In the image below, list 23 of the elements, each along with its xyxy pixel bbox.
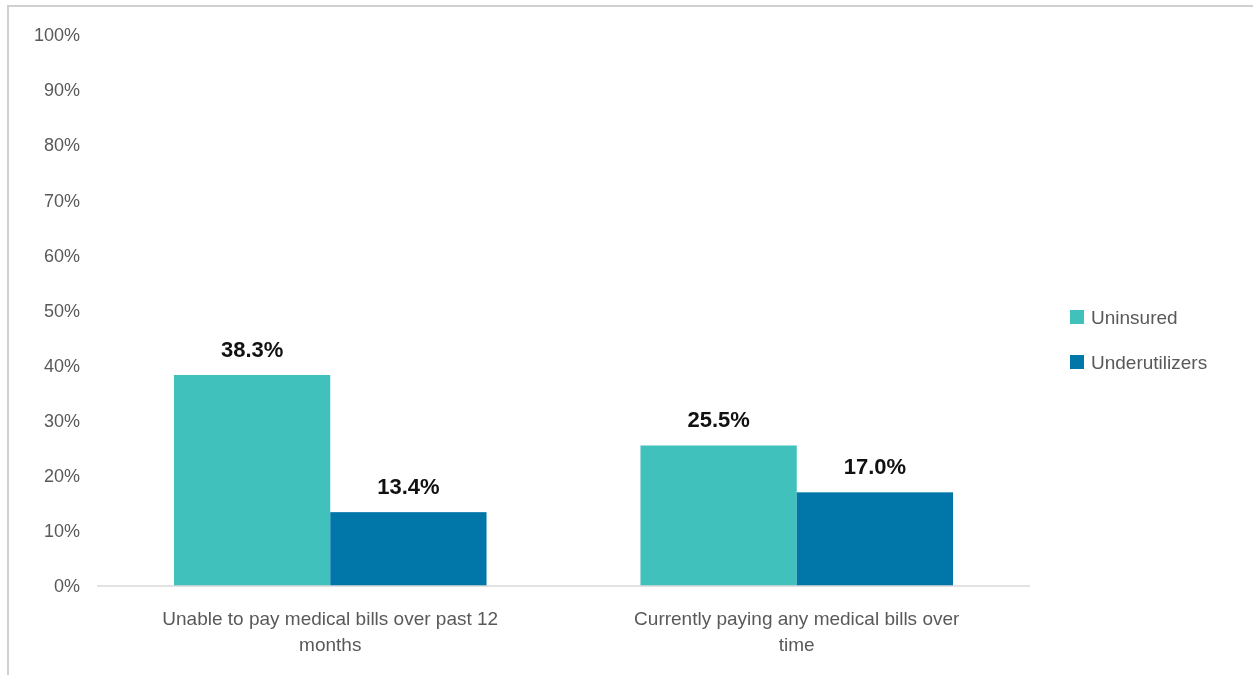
text: 25.5% [687,407,750,433]
y-tick-label: 40% [43,355,80,376]
y-tick-label: 10% [43,521,80,542]
x-tick-label: Unable to pay medical bills over past 12 months [162,608,499,655]
y-tick-label: 50% [43,300,80,321]
legend-label: Uninsured [1091,307,1178,328]
bar [640,445,797,586]
y-tick-label: 20% [43,466,80,487]
legend-label: Underutilizers [1091,352,1208,373]
y-tick-label: 60% [43,245,80,266]
bar [330,512,487,586]
y-tick-label: 100% [33,25,80,46]
y-tick-label: 70% [43,190,80,211]
y-tick-label: 0% [53,576,80,597]
y-tick-label: 80% [43,135,80,156]
text: 13.4% [377,474,440,500]
y-tick-label: 90% [43,80,80,101]
bar [173,374,331,586]
bar [796,492,954,586]
text: 38.3% [220,336,284,362]
text: 17.0% [843,454,907,480]
y-tick-label: 30% [43,410,80,431]
x-tick-label: Currently paying any medical bills over time [634,608,961,655]
